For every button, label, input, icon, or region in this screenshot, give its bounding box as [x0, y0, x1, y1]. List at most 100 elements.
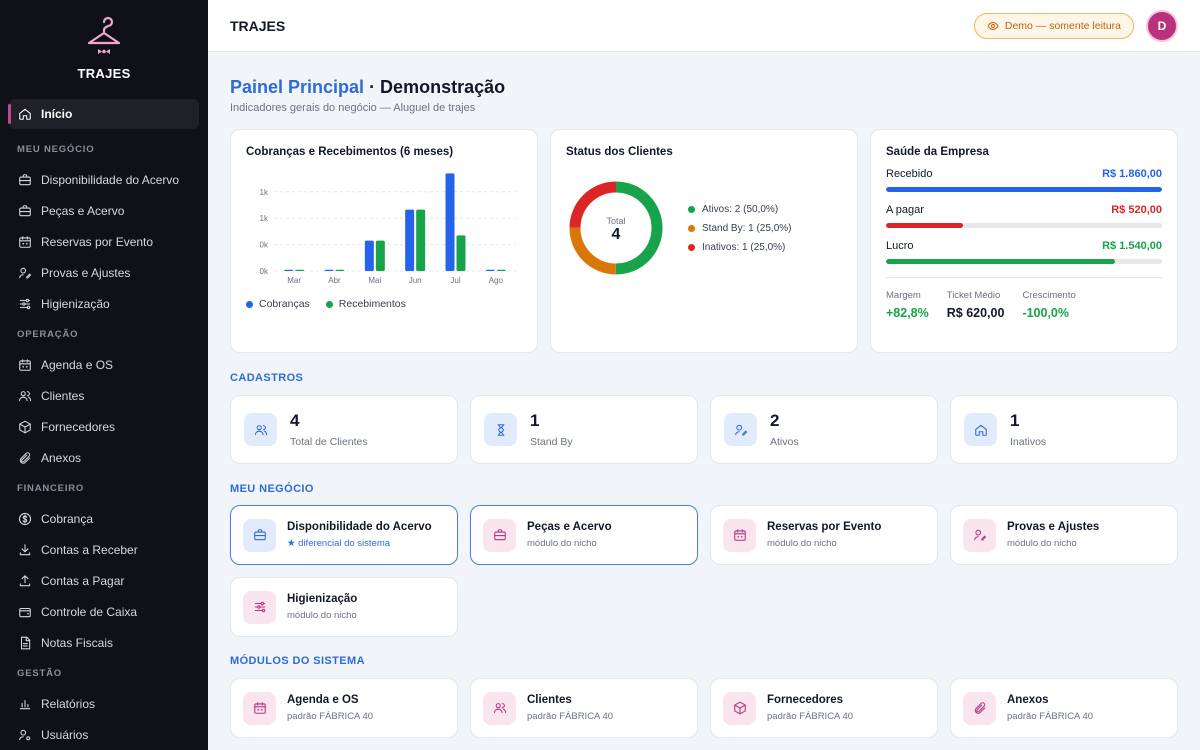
module-subtitle: padrão FÁBRICA 40	[527, 711, 614, 722]
user-edit-icon	[963, 518, 996, 552]
download-icon	[19, 543, 31, 555]
module-subtitle: ★ diferencial do sistema	[287, 538, 391, 549]
user-edit-icon	[973, 529, 986, 541]
sidebar-item-provas-e-ajustes[interactable]: Provas e Ajustes	[0, 257, 208, 288]
sidebar-nav: Início MEU NEGÓCIO Disponibilidade do Acer…	[0, 99, 208, 750]
y-tick-label: 0k	[260, 241, 269, 250]
module-name: Anexos	[1007, 694, 1049, 706]
sidebar-item-usuarios[interactable]: Usuários	[0, 719, 208, 750]
status-card-title: Status dos Clientes	[566, 146, 673, 158]
topbar-title: TRAJES	[230, 17, 286, 34]
bar-recebimentos-abr	[335, 269, 345, 271]
y-tick-label: 0k	[260, 267, 269, 276]
section-cadastros-title: CADASTROS	[230, 372, 304, 384]
sidebar-section-title: MEU NEGÓCIO	[17, 143, 95, 155]
legend-dot	[688, 205, 695, 213]
paperclip-icon	[974, 702, 985, 714]
sidebar-item-label: Agenda e OS	[41, 357, 114, 372]
home-icon	[964, 413, 997, 446]
main-content: Painel Principal · Demonstração Indicado…	[208, 52, 1200, 750]
module-card-reservas-por-evento[interactable]: Reservas por Evento módulo do nicho	[710, 505, 938, 565]
calendar-icon	[19, 235, 31, 248]
health-row-recebido: Recebido R$ 1.860,00	[886, 168, 1162, 192]
stat-card-inativos: 1 Inativos	[950, 395, 1178, 464]
sidebar-item-label: Disponibilidade do Acervo	[41, 172, 180, 187]
brand: TRAJES	[0, 0, 208, 94]
bar-cobrancas-mai	[364, 240, 374, 271]
module-card-clientes[interactable]: Clientes padrão FÁBRICA 40	[470, 678, 698, 738]
module-card-higienizacao[interactable]: Higienização módulo do nicho	[230, 577, 458, 637]
sidebar-item-anexos[interactable]: Anexos	[0, 442, 208, 473]
bar-chart-legend: Cobranças Recebimentos	[246, 298, 522, 310]
users-icon	[18, 389, 32, 403]
sidebar-item-higienizacao[interactable]: Higienização	[0, 288, 208, 319]
module-card-fornecedores[interactable]: Fornecedores padrão FÁBRICA 40	[710, 678, 938, 738]
stat-label: Inativos	[1010, 436, 1047, 448]
box-icon	[723, 691, 756, 725]
calendar-icon	[243, 691, 276, 725]
sidebar-item-label: Cobrança	[41, 511, 94, 526]
stat-label: Stand By	[530, 436, 573, 448]
health-card: Saúde da Empresa Recebido R$ 1.860,00 A pa…	[870, 129, 1178, 353]
eye-icon	[987, 21, 999, 30]
home-icon	[18, 107, 32, 121]
sidebar-section-title: GESTÃO	[17, 667, 62, 679]
sidebar-item-notas-fiscais[interactable]: Notas Fiscais	[0, 627, 208, 658]
sidebar-item-clientes[interactable]: Clientes	[0, 380, 208, 411]
page-title-highlight: Painel Principal	[230, 77, 365, 97]
module-name: Peças e Acervo	[527, 521, 612, 533]
users-icon	[18, 390, 32, 401]
demo-label: Demo — somente leitura	[1004, 19, 1121, 32]
sidebar-item-relatorios[interactable]: Relatórios	[0, 688, 208, 719]
sidebar-item-pecas-e-acervo[interactable]: Peças e Acervo	[0, 195, 208, 226]
module-name: Fornecedores	[767, 694, 844, 706]
cadastros-grid: 4 Total de Clientes 1 Stand By 2 Ativos 1 Inati…	[230, 395, 1178, 464]
module-subtitle: módulo do nicho	[1007, 538, 1077, 549]
stat-card-stand-by: 1 Stand By	[470, 395, 698, 464]
module-name: Reservas por Evento	[767, 521, 882, 533]
sidebar-item-inicio[interactable]: Início	[8, 99, 199, 129]
calendar-icon	[19, 358, 31, 371]
health-row-value: R$ 1.540,00	[1102, 240, 1162, 252]
legend-label: Cobranças	[259, 298, 310, 310]
health-card-title: Saúde da Empresa	[886, 146, 989, 158]
bar-recebimentos-mai	[375, 240, 385, 271]
sidebar-item-label: Contas a Pagar	[41, 573, 125, 588]
sidebar-item-cobranca[interactable]: Cobrança	[0, 503, 208, 534]
sidebar-item-controle-de-caixa[interactable]: Controle de Caixa	[0, 596, 208, 627]
calendar-icon	[733, 529, 746, 541]
sidebar-item-contas-a-receber[interactable]: Contas a Receber	[0, 534, 208, 565]
bar-chart-icon	[19, 699, 31, 709]
module-card-provas-e-ajustes[interactable]: Provas e Ajustes módulo do nicho	[950, 505, 1178, 565]
sidebar-item-contas-a-pagar[interactable]: Contas a Pagar	[0, 565, 208, 596]
sidebar-item-reservas-por-evento[interactable]: Reservas por Evento	[0, 226, 208, 257]
home-icon	[974, 424, 987, 436]
status-legend-label: Ativos: 2 (50,0%)	[702, 203, 779, 215]
sliders-icon	[243, 590, 276, 624]
module-name: Clientes	[527, 694, 572, 706]
legend-label: Recebimentos	[338, 298, 406, 310]
sidebar-item-agenda-e-os[interactable]: Agenda e OS	[0, 349, 208, 380]
sidebar-item-label: Provas e Ajustes	[41, 265, 131, 280]
sidebar-item-label: Anexos	[41, 450, 82, 465]
health-bar-fill	[886, 187, 1162, 192]
x-tick-label: Mar	[287, 276, 301, 285]
briefcase-icon	[18, 173, 32, 187]
health-metric-value: R$ 620,00	[946, 306, 1005, 320]
module-card-anexos[interactable]: Anexos padrão FÁBRICA 40	[950, 678, 1178, 738]
sidebar-item-fornecedores[interactable]: Fornecedores	[0, 411, 208, 442]
briefcase-icon	[253, 529, 266, 541]
module-card-pecas-e-acervo[interactable]: Peças e Acervo módulo do nicho	[470, 505, 698, 565]
module-card-agenda-e-os[interactable]: Agenda e OS padrão FÁBRICA 40	[230, 678, 458, 738]
briefcase-icon	[483, 518, 516, 552]
users-icon	[254, 424, 267, 435]
user-edit-icon	[19, 267, 32, 278]
sidebar-item-label: Peças e Acervo	[41, 203, 125, 218]
sidebar-item-disponibilidade-do-acervo[interactable]: Disponibilidade do Acervo	[0, 164, 208, 195]
module-name: Provas e Ajustes	[1007, 521, 1100, 533]
briefcase-icon	[19, 173, 31, 185]
module-card-disponibilidade-do-acervo[interactable]: Disponibilidade do Acervo ★ diferencial d…	[230, 505, 458, 565]
avatar[interactable]: D	[1146, 9, 1178, 42]
stat-value: 1	[1010, 411, 1020, 430]
box-icon	[18, 420, 32, 434]
